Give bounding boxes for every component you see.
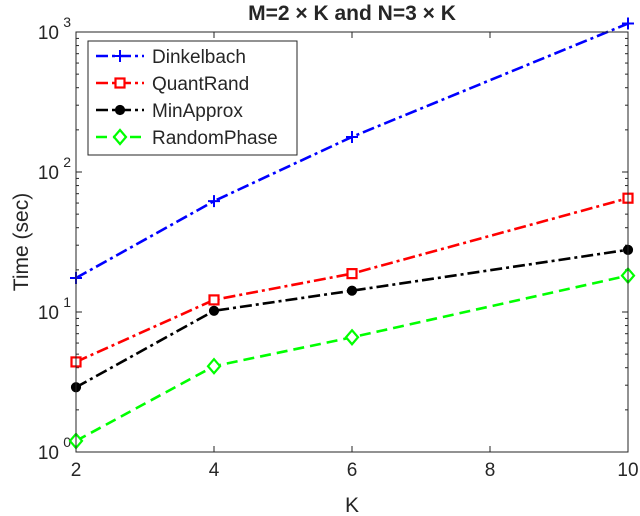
marker-circle xyxy=(114,104,126,116)
x-tick-label: 2 xyxy=(71,460,82,481)
marker-diamond xyxy=(112,128,128,146)
marker-plus xyxy=(346,130,358,143)
y-axis-label: Time (sec) xyxy=(10,193,33,291)
series-line xyxy=(75,22,629,280)
y-tick-label: 10 xyxy=(38,303,59,324)
y-tick-label: 10 xyxy=(38,443,59,464)
y-tick-exponent: 1 xyxy=(63,294,71,310)
marker-square xyxy=(208,294,220,306)
y-tick-base: 10 xyxy=(38,443,59,464)
marker-plus xyxy=(208,195,220,208)
marker-square xyxy=(114,77,126,89)
y-tick-label: 10 xyxy=(38,163,59,184)
marker-circle xyxy=(208,305,220,316)
marker-plus xyxy=(622,17,634,30)
chart-title: M=2 × K and N=3 × K xyxy=(248,2,456,25)
legend-label: MinApprox xyxy=(152,101,243,122)
series-line xyxy=(75,248,629,389)
marker-square xyxy=(346,268,358,280)
legend-entry-MinApprox: MinApprox xyxy=(96,101,243,122)
legend-label: Dinkelbach xyxy=(152,47,246,68)
y-tick-base: 10 xyxy=(38,303,59,324)
marker-diamond xyxy=(206,357,222,375)
legend-entry-Dinkelbach: Dinkelbach xyxy=(96,47,246,68)
marker-diamond xyxy=(344,328,360,346)
y-tick-exponent: 0 xyxy=(63,434,71,450)
legend: Dinkelbach QuantRand MinApprox RandomPhase xyxy=(87,40,298,156)
x-axis-label: K xyxy=(345,494,359,516)
y-tick-exponent: 3 xyxy=(63,14,71,30)
y-tick-exponent: 2 xyxy=(63,154,71,170)
legend-label: QuantRand xyxy=(152,74,249,95)
x-tick-label: 8 xyxy=(485,460,496,481)
series-line xyxy=(75,196,629,364)
y-tick-base: 10 xyxy=(38,23,59,44)
marker-circle xyxy=(346,285,358,296)
series-line xyxy=(75,274,629,443)
series-Dinkelbach xyxy=(70,17,634,284)
legend-entry-QuantRand: QuantRand xyxy=(96,74,249,95)
series-layer xyxy=(68,17,636,450)
plot-frame xyxy=(75,31,629,453)
y-tick-label: 10 xyxy=(38,23,59,44)
x-tick-label: 4 xyxy=(209,460,220,481)
legend-label: RandomPhase xyxy=(152,128,278,149)
legend-entry-RandomPhase: RandomPhase xyxy=(96,128,278,149)
y-tick-base: 10 xyxy=(38,163,59,184)
x-tick-label: 10 xyxy=(617,460,638,481)
x-tick-label: 6 xyxy=(347,460,358,481)
marker-plus xyxy=(114,50,126,62)
